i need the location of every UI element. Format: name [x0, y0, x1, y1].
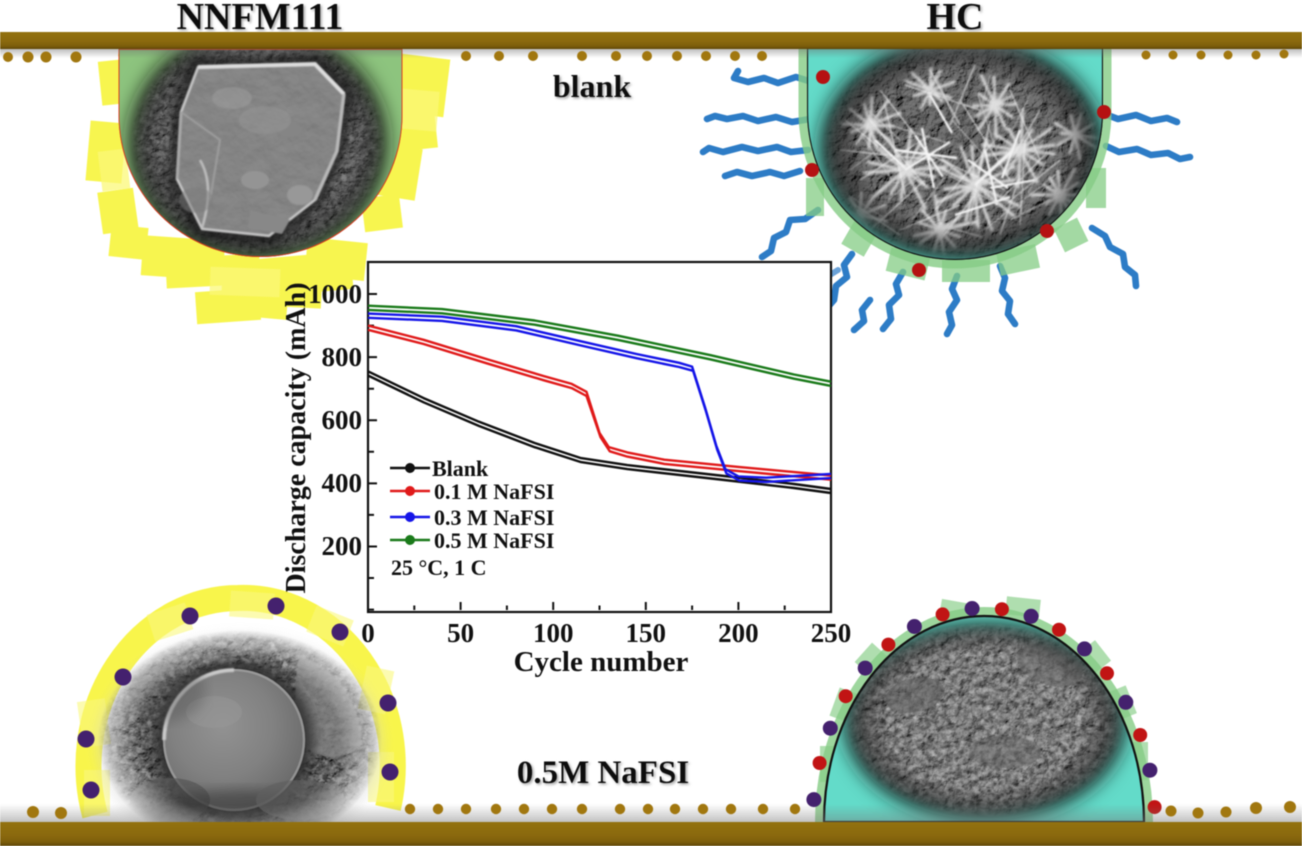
svg-text:NNFM111: NNFM111	[177, 0, 344, 38]
svg-text:800: 800	[322, 342, 363, 372]
svg-text:0: 0	[361, 618, 375, 648]
svg-text:Discharge capacity (mAh): Discharge capacity (mAh)	[281, 282, 312, 593]
svg-text:1000: 1000	[308, 279, 362, 309]
svg-text:0.5 M NaFSI: 0.5 M NaFSI	[434, 528, 554, 553]
svg-text:200: 200	[322, 531, 363, 561]
svg-text:0.1 M NaFSI: 0.1 M NaFSI	[434, 479, 554, 504]
svg-text:HC: HC	[927, 0, 984, 38]
svg-text:25 °C, 1 C: 25 °C, 1 C	[391, 555, 487, 580]
svg-text:600: 600	[322, 405, 363, 435]
svg-text:blank: blank	[553, 68, 631, 104]
svg-text:50: 50	[447, 618, 474, 648]
svg-text:Blank: Blank	[432, 456, 489, 481]
svg-text:200: 200	[718, 618, 759, 648]
svg-text:0.5M NaFSI: 0.5M NaFSI	[517, 755, 689, 791]
svg-text:Cycle number: Cycle number	[514, 646, 689, 678]
svg-text:0.3 M NaFSI: 0.3 M NaFSI	[434, 505, 554, 530]
svg-text:250: 250	[811, 618, 852, 648]
svg-text:150: 150	[626, 618, 667, 648]
svg-text:400: 400	[322, 468, 363, 498]
svg-text:100: 100	[533, 618, 574, 648]
